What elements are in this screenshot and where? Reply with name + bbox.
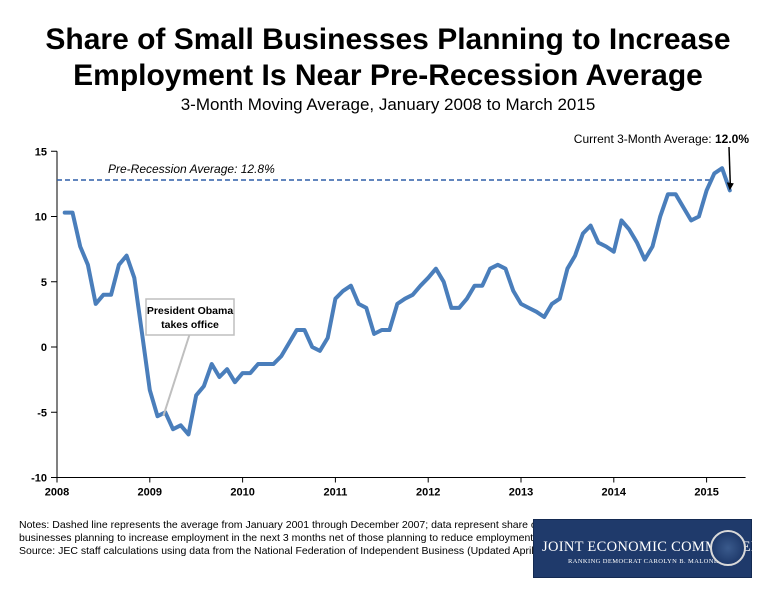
notes-line-1: Notes: Dashed line represents the averag… bbox=[19, 519, 568, 531]
x-tick-label: 2011 bbox=[323, 487, 347, 499]
x-tick-label: 2009 bbox=[138, 487, 162, 499]
logo-subtitle: RANKING DEMOCRAT CAROLYN B. MALONEY bbox=[568, 558, 724, 565]
y-tick-label: 0 bbox=[41, 342, 47, 354]
x-tick-label: 2014 bbox=[602, 487, 627, 499]
current-value-prefix: Current 3-Month Average: bbox=[574, 132, 715, 146]
reference-line-group: Pre-Recession Average: 12.8% bbox=[57, 162, 712, 181]
series-line bbox=[62, 166, 732, 437]
x-tick-label: 2015 bbox=[694, 487, 718, 499]
chart-subtitle: 3-Month Moving Average, January 2008 to … bbox=[180, 95, 596, 114]
x-tick-label: 2008 bbox=[45, 487, 69, 499]
current-value-arrow-line bbox=[728, 146, 732, 185]
logo-name: JOINT ECONOMIC COMMITTEE bbox=[542, 539, 760, 555]
obama-callout-line1: President Obama bbox=[147, 305, 234, 317]
seal-icon bbox=[710, 530, 746, 566]
x-tick-label: 2010 bbox=[230, 487, 254, 499]
current-value-label: Current 3-Month Average: 12.0% bbox=[574, 132, 750, 146]
current-value-number: 12.0% bbox=[715, 132, 749, 146]
obama-callout-line2: takes office bbox=[161, 319, 219, 331]
y-tick-label: 10 bbox=[35, 212, 47, 224]
y-tick-label: -10 bbox=[31, 473, 47, 485]
y-tick-label: -5 bbox=[37, 407, 47, 419]
y-tick-label: 5 bbox=[41, 277, 47, 289]
source-line: Source: JEC staff calculations using dat… bbox=[19, 545, 581, 557]
chart-title-line2: Employment Is Near Pre-Recession Average bbox=[73, 59, 703, 92]
current-value-arrowhead bbox=[726, 182, 734, 191]
obama-callout-box bbox=[145, 298, 235, 336]
jec-logo: JOINT ECONOMIC COMMITTEE RANKING DEMOCRA… bbox=[533, 519, 760, 578]
notes-block: Notes: Dashed line represents the averag… bbox=[19, 519, 581, 558]
chart-axes: 15 10 5 0 -5 -10 2008 2009 2010 2011 2012 2013 2014 2… bbox=[31, 146, 746, 499]
annotations-group: President Obama takes office Current 3-Mon… bbox=[145, 132, 750, 417]
y-tick-label: 15 bbox=[35, 146, 47, 158]
series-group bbox=[62, 166, 732, 437]
x-tick-label: 2012 bbox=[416, 487, 440, 499]
notes-line-2: businesses planning to increase employme… bbox=[19, 532, 534, 544]
obama-callout-line bbox=[162, 329, 192, 417]
pre-recession-average-label: Pre-Recession Average: 12.8% bbox=[108, 162, 275, 176]
x-tick-label: 2013 bbox=[509, 487, 533, 499]
chart-title-line1: Share of Small Businesses Planning to In… bbox=[45, 23, 731, 56]
